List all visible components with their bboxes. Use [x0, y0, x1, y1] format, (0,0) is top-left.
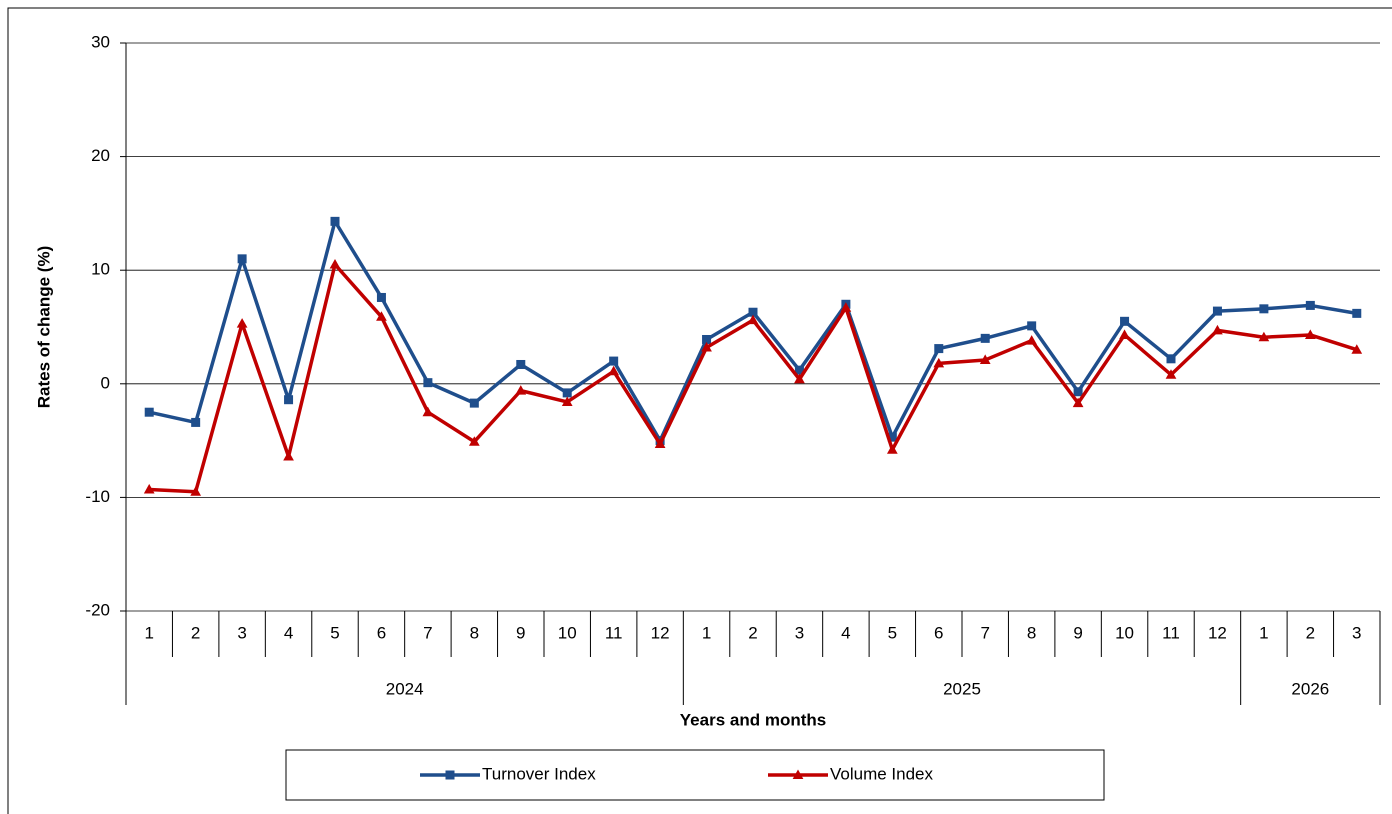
x-tick-label: 11 [1162, 623, 1180, 642]
y-axis-label: Rates of change (%) [34, 246, 53, 408]
data-point [933, 357, 945, 368]
x-tick-label: 3 [237, 623, 246, 642]
data-point [422, 406, 434, 417]
legend-label: Turnover Index [482, 764, 596, 783]
data-point [1119, 329, 1130, 339]
x-tick-label: 3 [1352, 623, 1361, 642]
data-point [515, 385, 527, 395]
data-point [561, 396, 573, 406]
data-point [1351, 344, 1363, 354]
data-point [423, 378, 433, 388]
data-point [1073, 387, 1083, 397]
data-point [1072, 397, 1084, 408]
y-tick-label: 30 [91, 32, 110, 51]
y-tick-label: -20 [85, 600, 110, 619]
data-point [330, 216, 340, 226]
data-point [1027, 321, 1037, 331]
data-point [701, 341, 712, 352]
data-point [1352, 308, 1362, 318]
x-tick-label: 9 [1073, 623, 1082, 642]
x-tick-label: 10 [1115, 623, 1134, 642]
group-label: 2025 [943, 679, 981, 698]
data-point [1212, 306, 1222, 316]
y-tick-label: 20 [91, 146, 110, 165]
group-label: 2026 [1291, 679, 1329, 698]
data-point [468, 436, 480, 446]
data-point [979, 354, 991, 364]
data-point [284, 395, 294, 405]
x-tick-label: 9 [516, 623, 525, 642]
x-tick-label: 8 [1027, 623, 1036, 642]
group-label: 2024 [386, 679, 424, 698]
x-tick-label: 1 [144, 623, 153, 642]
data-point [144, 407, 154, 417]
x-tick-label: 2 [191, 623, 200, 642]
data-point [1305, 300, 1315, 310]
x-tick-label: 6 [934, 623, 943, 642]
legend-marker [445, 770, 455, 780]
data-point [283, 450, 294, 461]
x-tick-label: 11 [605, 623, 623, 642]
legend-label: Volume Index [830, 764, 934, 783]
data-point [934, 344, 944, 354]
data-point [1026, 335, 1038, 345]
data-point [1165, 369, 1177, 379]
x-tick-label: 1 [1259, 623, 1268, 642]
x-tick-label: 1 [702, 623, 711, 642]
data-point [1120, 316, 1130, 326]
x-tick-label: 7 [980, 623, 989, 642]
data-point [608, 365, 620, 376]
y-tick-label: -10 [85, 487, 110, 506]
x-tick-label: 2 [1306, 623, 1315, 642]
data-point [1258, 331, 1270, 342]
legend-box [285, 749, 1105, 801]
x-tick-label: 8 [470, 623, 479, 642]
x-tick-label: 4 [284, 623, 293, 642]
x-tick-label: 5 [330, 623, 339, 642]
data-point [840, 302, 852, 312]
data-point [236, 318, 248, 328]
data-point [654, 438, 666, 449]
data-point [190, 486, 202, 496]
x-tick-label: 2 [748, 623, 757, 642]
data-point [794, 373, 805, 384]
x-tick-label: 7 [423, 623, 432, 642]
legend-marker [792, 769, 804, 779]
data-point [329, 259, 341, 269]
x-axis-label: Years and months [680, 710, 826, 729]
chart-frame [7, 7, 1392, 814]
x-tick-label: 5 [888, 623, 897, 642]
data-point [980, 333, 990, 343]
data-point [1259, 304, 1269, 314]
y-tick-label: 0 [101, 373, 110, 392]
data-point [516, 359, 526, 369]
x-tick-label: 4 [841, 623, 850, 642]
data-point [191, 417, 201, 427]
data-point [469, 398, 479, 408]
x-tick-label: 12 [1208, 623, 1227, 642]
x-tick-label: 10 [558, 623, 577, 642]
data-point [1212, 324, 1223, 335]
x-tick-label: 12 [651, 623, 670, 642]
data-point [886, 444, 898, 454]
data-point [562, 388, 572, 398]
x-tick-label: 6 [377, 623, 386, 642]
data-point [376, 292, 386, 302]
data-point [143, 483, 155, 494]
y-tick-label: 10 [91, 260, 110, 279]
data-point [237, 254, 247, 264]
data-point [376, 311, 387, 321]
data-point [1166, 354, 1176, 364]
data-point [609, 356, 619, 366]
data-point [747, 314, 759, 325]
x-tick-label: 3 [795, 623, 804, 642]
data-point [1304, 329, 1316, 339]
